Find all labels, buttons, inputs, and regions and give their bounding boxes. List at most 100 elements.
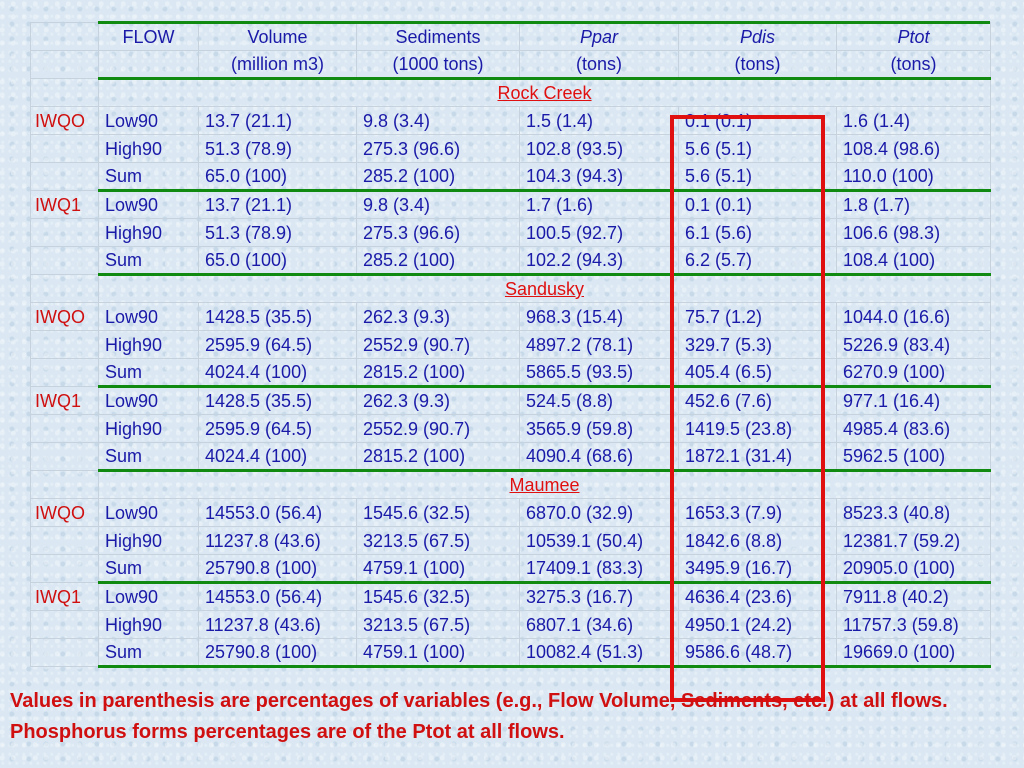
site-row: Maumee bbox=[30, 470, 991, 499]
value-cell: 12381.7 (59.2) bbox=[836, 526, 991, 555]
value-cell: 2595.9 (64.5) bbox=[198, 414, 357, 443]
table-row: Sum 4024.4 (100) 2815.2 (100) 5865.5 (93.5)… bbox=[30, 358, 991, 387]
header-row-2: (million m3) (1000 tons) (tons) (tons) (… bbox=[30, 50, 991, 80]
value-cell: 25790.8 (100) bbox=[198, 638, 357, 668]
header-ptot: Ptot bbox=[836, 22, 991, 51]
table-row: High90 51.3 (78.9) 275.3 (96.6) 100.5 (92.7… bbox=[30, 218, 991, 247]
value-cell: 4024.4 (100) bbox=[198, 358, 357, 387]
scenario-label: IWQO bbox=[30, 498, 99, 527]
value-cell: 2815.2 (100) bbox=[356, 442, 520, 472]
header-ptot-unit: (tons) bbox=[836, 50, 991, 80]
value-cell: 1.5 (1.4) bbox=[519, 106, 679, 135]
value-cell: 4897.2 (78.1) bbox=[519, 330, 679, 359]
scenario-label bbox=[30, 358, 99, 387]
site-row-blank bbox=[30, 470, 99, 499]
value-cell: 6270.9 (100) bbox=[836, 358, 991, 387]
value-cell: 5.6 (5.1) bbox=[678, 134, 837, 163]
header-pdis-unit: (tons) bbox=[678, 50, 837, 80]
value-cell: 3495.9 (16.7) bbox=[678, 554, 837, 583]
value-cell: 452.6 (7.6) bbox=[678, 385, 837, 415]
scenario-label bbox=[30, 218, 99, 247]
value-cell: 102.8 (93.5) bbox=[519, 134, 679, 163]
value-cell: 1545.6 (32.5) bbox=[356, 498, 520, 527]
flow-class-cell: Low90 bbox=[98, 498, 199, 527]
value-cell: 19669.0 (100) bbox=[836, 638, 991, 668]
site-row: Sandusky bbox=[30, 274, 991, 303]
table-row: Sum 25790.8 (100) 4759.1 (100) 10082.4 (51.… bbox=[30, 638, 991, 668]
value-cell: 1428.5 (35.5) bbox=[198, 302, 357, 331]
value-cell: 2815.2 (100) bbox=[356, 358, 520, 387]
value-cell: 5.6 (5.1) bbox=[678, 162, 837, 191]
header-flow: FLOW bbox=[98, 22, 199, 51]
scenario-label bbox=[30, 134, 99, 163]
value-cell: 100.5 (92.7) bbox=[519, 218, 679, 247]
value-cell: 1.7 (1.6) bbox=[519, 189, 679, 219]
value-cell: 10539.1 (50.4) bbox=[519, 526, 679, 555]
value-cell: 65.0 (100) bbox=[198, 162, 357, 191]
table-row: High90 2595.9 (64.5) 2552.9 (90.7) 4897.2 (… bbox=[30, 330, 991, 359]
value-cell: 11237.8 (43.6) bbox=[198, 526, 357, 555]
value-cell: 1419.5 (23.8) bbox=[678, 414, 837, 443]
value-cell: 0.1 (0.1) bbox=[678, 106, 837, 135]
value-cell: 10082.4 (51.3) bbox=[519, 638, 679, 668]
table-row: IWQO Low90 1428.5 (35.5) 262.3 (9.3) 968.3 (… bbox=[30, 302, 991, 331]
site-name: Rock Creek bbox=[98, 78, 991, 107]
value-cell: 9.8 (3.4) bbox=[356, 106, 520, 135]
value-cell: 6807.1 (34.6) bbox=[519, 610, 679, 639]
value-cell: 4985.4 (83.6) bbox=[836, 414, 991, 443]
value-cell: 108.4 (98.6) bbox=[836, 134, 991, 163]
flow-class-cell: Low90 bbox=[98, 581, 199, 611]
header-volume-unit: (million m3) bbox=[198, 50, 357, 80]
table-row: Sum 65.0 (100) 285.2 (100) 104.3 (94.3) 5.6 … bbox=[30, 162, 991, 191]
scenario-label: IWQ1 bbox=[30, 582, 99, 611]
value-cell: 262.3 (9.3) bbox=[356, 385, 520, 415]
header-pdis: Pdis bbox=[678, 22, 837, 51]
phosphorus-flow-table: FLOW Volume Sediments Ppar Pdis Ptot (mi… bbox=[30, 22, 991, 668]
table-row: IWQ1 Low90 14553.0 (56.4) 1545.6 (32.5) 3275… bbox=[30, 581, 991, 611]
header-sediments-unit: (1000 tons) bbox=[356, 50, 520, 80]
header-row-1: FLOW Volume Sediments Ppar Pdis Ptot bbox=[30, 22, 991, 51]
flow-class-cell: Sum bbox=[98, 638, 199, 668]
value-cell: 51.3 (78.9) bbox=[198, 218, 357, 247]
scenario-label bbox=[30, 246, 99, 275]
flow-class-cell: Sum bbox=[98, 162, 199, 191]
value-cell: 3213.5 (67.5) bbox=[356, 526, 520, 555]
value-cell: 1545.6 (32.5) bbox=[356, 581, 520, 611]
flow-class-cell: Low90 bbox=[98, 385, 199, 415]
value-cell: 6.1 (5.6) bbox=[678, 218, 837, 247]
flow-class-cell: Low90 bbox=[98, 302, 199, 331]
value-cell: 1.8 (1.7) bbox=[836, 189, 991, 219]
value-cell: 8523.3 (40.8) bbox=[836, 498, 991, 527]
value-cell: 4636.4 (23.6) bbox=[678, 581, 837, 611]
value-cell: 2552.9 (90.7) bbox=[356, 414, 520, 443]
flow-class-cell: Sum bbox=[98, 442, 199, 472]
table-body: FLOW Volume Sediments Ppar Pdis Ptot (mi… bbox=[30, 22, 991, 668]
flow-class-cell: High90 bbox=[98, 218, 199, 247]
value-cell: 262.3 (9.3) bbox=[356, 302, 520, 331]
value-cell: 4024.4 (100) bbox=[198, 442, 357, 472]
flow-class-cell: Low90 bbox=[98, 106, 199, 135]
value-cell: 106.6 (98.3) bbox=[836, 218, 991, 247]
header-corner bbox=[30, 22, 99, 51]
site-row: Rock Creek bbox=[30, 78, 991, 107]
flow-class-cell: High90 bbox=[98, 414, 199, 443]
value-cell: 4759.1 (100) bbox=[356, 638, 520, 668]
value-cell: 9586.6 (48.7) bbox=[678, 638, 837, 668]
header-flow-unit bbox=[98, 50, 199, 80]
header-corner bbox=[30, 50, 99, 79]
scenario-label bbox=[30, 162, 99, 191]
value-cell: 4090.4 (68.6) bbox=[519, 442, 679, 472]
scenario-label: IWQO bbox=[30, 106, 99, 135]
scenario-label: IWQO bbox=[30, 302, 99, 331]
value-cell: 329.7 (5.3) bbox=[678, 330, 837, 359]
value-cell: 102.2 (94.3) bbox=[519, 246, 679, 276]
value-cell: 1653.3 (7.9) bbox=[678, 498, 837, 527]
value-cell: 1044.0 (16.6) bbox=[836, 302, 991, 331]
table-row: IWQO Low90 13.7 (21.1) 9.8 (3.4) 1.5 (1.4) 0.… bbox=[30, 106, 991, 135]
value-cell: 5226.9 (83.4) bbox=[836, 330, 991, 359]
scenario-label bbox=[30, 554, 99, 583]
scenario-label bbox=[30, 442, 99, 471]
scenario-label bbox=[30, 526, 99, 555]
value-cell: 0.1 (0.1) bbox=[678, 189, 837, 219]
flow-class-cell: High90 bbox=[98, 134, 199, 163]
